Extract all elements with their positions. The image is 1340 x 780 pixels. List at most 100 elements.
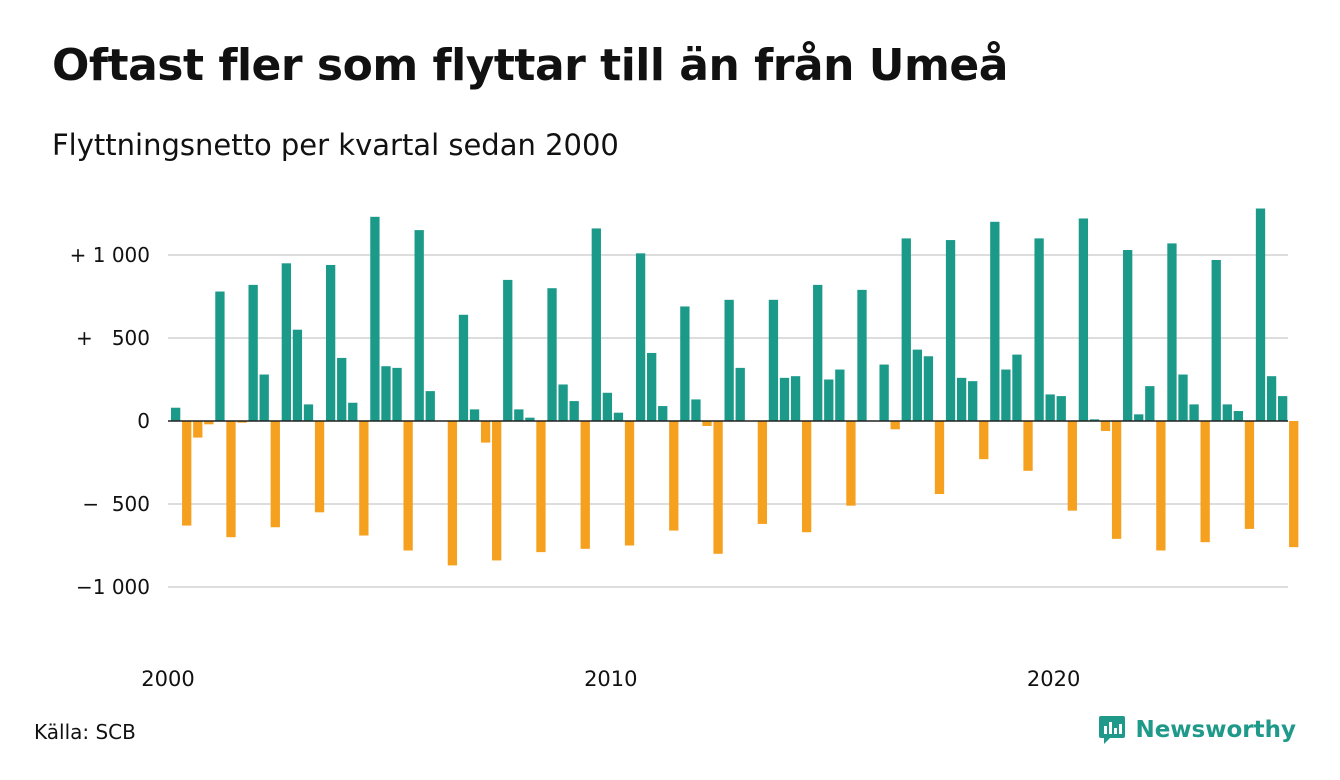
bar xyxy=(945,240,956,421)
bar xyxy=(790,376,801,421)
bar xyxy=(1134,414,1144,421)
bar xyxy=(403,421,413,551)
bar xyxy=(1034,238,1044,421)
bar xyxy=(602,392,613,421)
bar xyxy=(392,367,402,421)
y-tick-label: + 500 xyxy=(76,326,150,350)
bar xyxy=(569,401,579,421)
y-tick-label: 0 xyxy=(137,409,150,433)
bar xyxy=(1222,404,1232,421)
bar xyxy=(680,306,690,421)
bar xyxy=(669,421,679,531)
bar xyxy=(724,299,734,421)
x-tick-label: 2020 xyxy=(1027,667,1080,691)
bar xyxy=(1056,396,1066,421)
chart-title: Oftast fler som flyttar till än från Ume… xyxy=(52,40,1008,91)
bar xyxy=(713,421,723,554)
bar xyxy=(514,409,524,421)
bar xyxy=(337,357,347,421)
bar xyxy=(1200,421,1210,543)
bar xyxy=(757,421,768,524)
bar-chart: + 1 000 + 500 0 − 500 −1 000 2000 2010 2020 xyxy=(70,208,1299,691)
bar xyxy=(547,288,557,421)
bar xyxy=(215,291,225,421)
bar xyxy=(536,421,546,553)
bar xyxy=(658,406,668,421)
x-axis-labels: 2000 2010 2020 xyxy=(141,667,1080,691)
bar xyxy=(447,421,458,566)
bar xyxy=(1178,374,1188,421)
bar xyxy=(1145,386,1155,421)
y-tick-label: − 500 xyxy=(82,492,150,516)
bar xyxy=(1156,421,1166,551)
bar xyxy=(857,289,867,421)
bar xyxy=(237,421,247,423)
newsworthy-logo-icon xyxy=(1099,716,1126,744)
bar xyxy=(1233,411,1244,421)
x-tick-label: 2010 xyxy=(584,667,637,691)
bar xyxy=(1278,396,1288,421)
bar xyxy=(248,284,258,421)
bar xyxy=(370,216,380,421)
bars xyxy=(171,208,1299,566)
bar xyxy=(801,421,812,533)
bar xyxy=(259,374,269,421)
bar xyxy=(580,421,590,549)
bar xyxy=(1089,419,1100,421)
bar xyxy=(270,421,280,528)
bar xyxy=(1244,421,1255,529)
bar xyxy=(480,421,491,443)
bar xyxy=(1067,421,1077,511)
bar xyxy=(635,253,646,421)
bar xyxy=(325,264,336,421)
bar xyxy=(735,367,745,421)
bar xyxy=(1100,421,1111,431)
bar xyxy=(934,421,945,495)
bar xyxy=(348,402,358,421)
bar xyxy=(458,314,469,421)
bar xyxy=(171,407,181,421)
bar xyxy=(1023,421,1033,471)
bar xyxy=(303,404,314,421)
bar xyxy=(1255,208,1266,421)
bar xyxy=(381,366,391,421)
bar xyxy=(779,377,790,421)
bar xyxy=(469,409,480,421)
y-tick-label: −1 000 xyxy=(76,575,150,599)
bar xyxy=(879,364,889,421)
source-note: Källa: SCB xyxy=(34,720,136,744)
bar xyxy=(1078,218,1089,421)
chart-subtitle: Flyttningsnetto per kvartal sedan 2000 xyxy=(52,128,619,162)
gridlines xyxy=(168,254,1288,588)
bar xyxy=(901,238,911,421)
y-axis-labels: + 1 000 + 500 0 − 500 −1 000 xyxy=(70,243,150,599)
bar xyxy=(813,284,823,421)
bar xyxy=(591,228,601,421)
bar xyxy=(824,379,834,421)
x-tick-label: 2000 xyxy=(141,667,194,691)
bar xyxy=(193,421,203,438)
bar xyxy=(1123,250,1133,421)
bar xyxy=(414,230,424,421)
bar xyxy=(846,421,856,506)
bar xyxy=(1211,259,1221,421)
bar xyxy=(691,399,701,421)
bar xyxy=(226,421,236,538)
bar xyxy=(1189,404,1199,421)
brand-logo: Newsworthy xyxy=(1098,712,1296,748)
bar xyxy=(1111,421,1122,539)
bar xyxy=(923,356,934,421)
bar xyxy=(1167,243,1177,421)
bar xyxy=(979,421,989,460)
bar xyxy=(281,263,291,421)
bar xyxy=(613,412,624,421)
bar xyxy=(956,377,967,421)
brand-name: Newsworthy xyxy=(1135,717,1296,743)
bar xyxy=(425,391,435,421)
bar xyxy=(890,421,900,430)
bar xyxy=(1001,369,1011,421)
bar xyxy=(292,329,303,421)
bar xyxy=(204,421,214,425)
bar xyxy=(525,417,535,421)
y-tick-label: + 1 000 xyxy=(70,243,150,267)
